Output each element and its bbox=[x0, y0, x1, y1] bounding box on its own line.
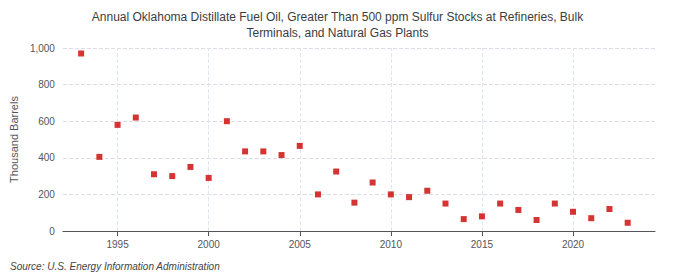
svg-text:600: 600 bbox=[38, 116, 55, 127]
svg-text:400: 400 bbox=[38, 152, 55, 163]
svg-text:Source: U.S. Energy Informatio: Source: U.S. Energy Information Administ… bbox=[10, 261, 220, 272]
svg-text:2010: 2010 bbox=[380, 239, 403, 250]
svg-text:Thousand Barrels: Thousand Barrels bbox=[8, 96, 20, 183]
svg-text:2020: 2020 bbox=[562, 239, 585, 250]
svg-text:200: 200 bbox=[38, 189, 55, 200]
svg-text:2000: 2000 bbox=[198, 239, 221, 250]
svg-text:Annual Oklahoma Distillate Fue: Annual Oklahoma Distillate Fuel Oil, Gre… bbox=[92, 10, 584, 24]
svg-text:2005: 2005 bbox=[289, 239, 312, 250]
svg-text:1,000: 1,000 bbox=[30, 43, 55, 54]
svg-text:1995: 1995 bbox=[106, 239, 129, 250]
svg-text:800: 800 bbox=[38, 79, 55, 90]
svg-text:0: 0 bbox=[49, 226, 55, 237]
svg-text:2015: 2015 bbox=[471, 239, 494, 250]
svg-text:Terminals, and Natural Gas Pla: Terminals, and Natural Gas Plants bbox=[246, 26, 428, 40]
